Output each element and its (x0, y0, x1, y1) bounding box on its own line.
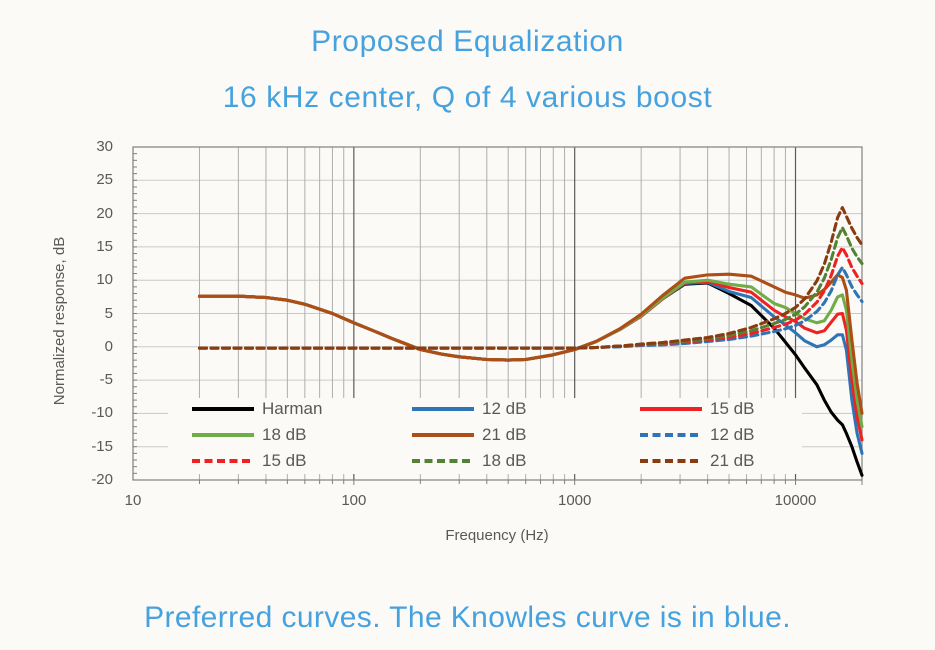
legend-label: 21 dB (482, 425, 527, 444)
legend-item: 21 dB (640, 450, 755, 472)
legend-label: 15 dB (262, 451, 307, 470)
legend-label: 18 dB (482, 451, 527, 470)
legend-item: 18 dB (192, 424, 307, 446)
legend-dashed-line-swatch (640, 459, 702, 463)
y-tick-label: 10 (96, 271, 113, 289)
legend-solid-line-swatch (412, 407, 474, 411)
y-tick-label: 15 (96, 237, 113, 255)
legend-item: 15 dB (192, 450, 307, 472)
legend-solid-line-swatch (640, 407, 702, 411)
y-tick-label: 25 (96, 171, 113, 189)
y-tick-label: -5 (99, 371, 113, 389)
plot-border (132, 146, 863, 481)
x-tick-label: 10 (124, 492, 142, 509)
legend-item: 12 dB (412, 398, 527, 420)
caption-text: Preferred curves. The Knowles curve is i… (144, 601, 791, 634)
legend-label: Harman (262, 399, 323, 418)
y-tick-label: 20 (96, 204, 113, 222)
x-tick-label: 1000 (557, 492, 592, 509)
curve-dashed-21-db (197, 206, 864, 350)
x-tick-label: 100 (341, 492, 367, 509)
legend-item: 21 dB (412, 424, 527, 446)
legend-label: 12 dB (482, 399, 527, 418)
legend-dashed-line-swatch (412, 459, 474, 463)
legend-label: 21 dB (710, 451, 755, 470)
x-tick-label: 10000 (774, 492, 817, 509)
legend-label: 12 dB (710, 425, 755, 444)
legend-solid-line-swatch (192, 433, 254, 437)
chart-title-line2: 16 kHz center, Q of 4 various boost (222, 81, 713, 114)
legend-solid-line-swatch (192, 407, 254, 411)
y-tick-label: -10 (91, 404, 113, 422)
y-tick-label: 5 (104, 304, 113, 322)
y-tick-label: 30 (96, 138, 113, 155)
y-tick-label: -20 (91, 471, 113, 488)
legend-dashed-line-swatch (640, 433, 702, 437)
curve-solid-21-db (197, 272, 864, 415)
legend-label: 15 dB (710, 399, 755, 418)
legend-solid-line-swatch (412, 433, 474, 437)
legend-dashed-line-swatch (192, 459, 254, 463)
legend-item: 12 dB (640, 424, 755, 446)
legend-label: 18 dB (262, 425, 307, 444)
chart-title-line1: Proposed Equalization (311, 25, 624, 58)
y-tick-label: 0 (104, 337, 113, 355)
x-axis-title: Frequency (Hz) (445, 527, 549, 544)
legend-item: Harman (192, 398, 323, 420)
chart-legend: Harman 12 dB 15 dB 18 dB 21 dB 12 dB 15 dB 18 d… (168, 398, 802, 474)
legend-item: 18 dB (412, 450, 527, 472)
y-tick-label: -15 (91, 437, 113, 455)
y-axis-title: Normalized response, dB (51, 236, 68, 406)
legend-item: 15 dB (640, 398, 755, 420)
